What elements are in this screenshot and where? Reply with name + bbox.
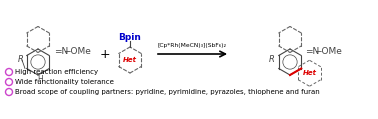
Text: =N: =N <box>305 47 319 56</box>
Text: Wide functionality tolerance: Wide functionality tolerance <box>15 79 114 85</box>
Text: Het: Het <box>302 70 316 76</box>
Text: Het: Het <box>123 57 137 63</box>
Text: −OMe: −OMe <box>314 47 342 56</box>
Text: R: R <box>18 55 24 64</box>
Text: −OMe: −OMe <box>63 47 91 56</box>
Text: R: R <box>269 55 275 64</box>
Text: +: + <box>100 47 110 60</box>
Text: =N: =N <box>54 47 68 56</box>
Text: Bpin: Bpin <box>119 32 141 42</box>
Text: H: H <box>37 75 43 84</box>
Text: [Cp*Rh(MeCN)₃](SbF₆)₂: [Cp*Rh(MeCN)₃](SbF₆)₂ <box>158 42 227 47</box>
Text: Broad scope of coupling partners: pyridine, pyrimidine, pyrazoles, thiophene and: Broad scope of coupling partners: pyridi… <box>15 89 320 95</box>
Text: High reaction efficiency: High reaction efficiency <box>15 69 98 75</box>
